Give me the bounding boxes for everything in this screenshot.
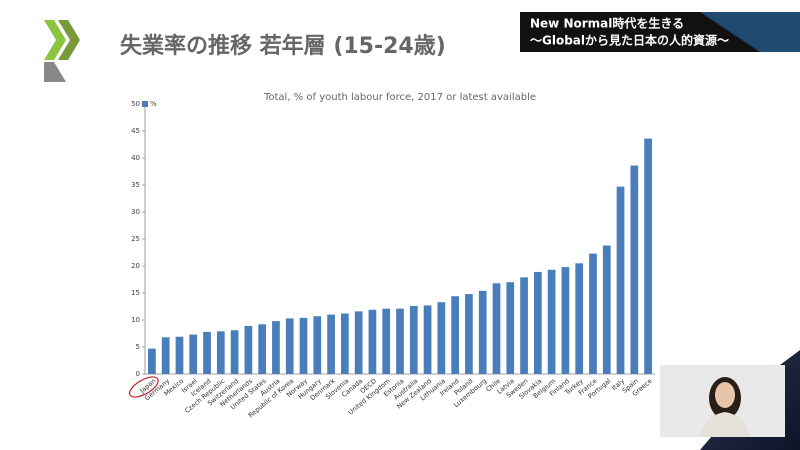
legend-label: % xyxy=(150,100,157,108)
bar xyxy=(175,336,184,374)
bar xyxy=(189,334,198,374)
bar xyxy=(451,296,459,374)
bar xyxy=(644,138,652,374)
banner-line: New Normal時代を生きる xyxy=(530,16,684,31)
bar xyxy=(299,317,308,374)
bar xyxy=(354,311,363,374)
oecd-logo xyxy=(44,20,80,82)
bar xyxy=(341,313,349,374)
legend-swatch xyxy=(142,101,148,107)
y-tick-label: 35 xyxy=(131,181,140,189)
bar xyxy=(561,267,570,374)
y-tick-label: 30 xyxy=(131,208,140,216)
y-tick-label: 50 xyxy=(131,100,140,108)
bar xyxy=(602,245,611,374)
bar xyxy=(533,271,542,374)
bar xyxy=(630,165,639,374)
y-tick-label: 40 xyxy=(131,154,140,162)
highlight-circle xyxy=(129,376,159,398)
bar xyxy=(327,314,335,374)
y-tick-label: 5 xyxy=(136,343,140,351)
bar xyxy=(589,253,597,374)
bar xyxy=(478,290,487,374)
y-tick-label: 45 xyxy=(131,127,140,135)
bar xyxy=(492,283,501,374)
bar xyxy=(244,325,253,374)
bar xyxy=(272,321,280,374)
bar xyxy=(506,282,515,374)
bar xyxy=(616,186,625,374)
y-tick-label: 10 xyxy=(131,316,140,324)
y-tick-label: 25 xyxy=(131,235,140,243)
bar xyxy=(368,309,377,374)
webcam xyxy=(660,365,785,437)
bar xyxy=(547,269,556,374)
banner-accent xyxy=(700,12,800,52)
bar xyxy=(161,337,170,374)
bar xyxy=(396,308,404,374)
y-tick-label: 0 xyxy=(136,370,140,378)
y-tick-label: 15 xyxy=(131,289,140,297)
bar xyxy=(382,308,391,374)
bar xyxy=(437,302,446,374)
y-tick-label: 20 xyxy=(131,262,140,270)
slide-title: 失業率の推移 若年層 (15-24歳) xyxy=(120,33,446,59)
bar xyxy=(313,316,322,374)
bar xyxy=(148,348,156,374)
bar xyxy=(216,331,225,374)
bar xyxy=(285,318,294,374)
bar xyxy=(575,263,584,374)
bar xyxy=(203,331,211,374)
bar xyxy=(230,330,239,374)
bar xyxy=(520,277,528,374)
bar xyxy=(258,324,267,374)
chart-title: Total, % of youth labour force, 2017 or … xyxy=(263,92,536,103)
bar xyxy=(423,305,432,374)
bar xyxy=(409,305,418,374)
banner-line: 〜Globalから見た日本の人的資源〜 xyxy=(530,33,729,48)
bar xyxy=(465,294,473,374)
